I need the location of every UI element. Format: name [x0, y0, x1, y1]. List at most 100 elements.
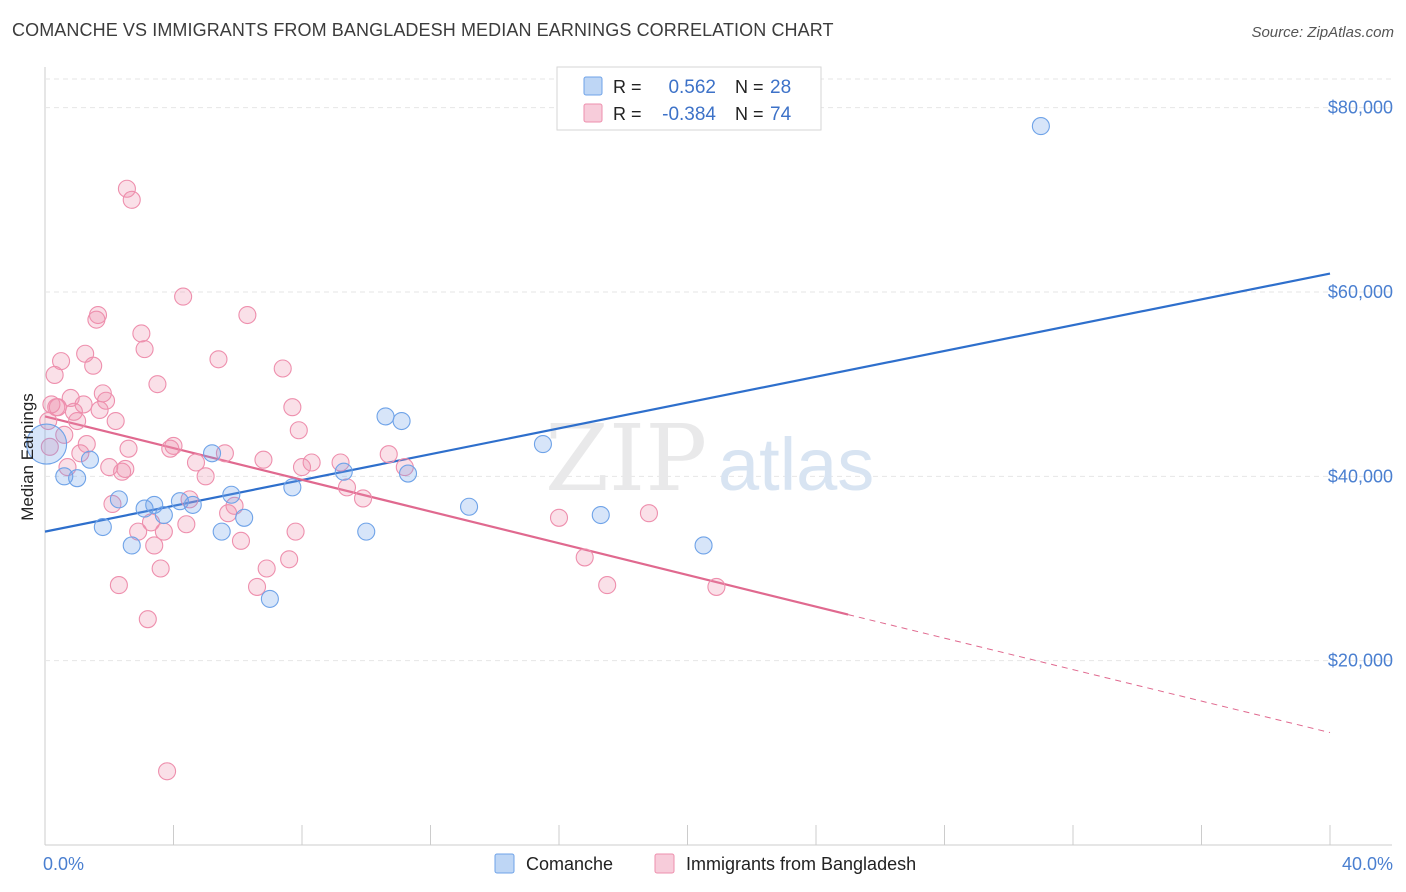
gridlines [45, 78, 1392, 662]
point-comanche [357, 522, 376, 541]
point-bangladesh [158, 762, 177, 781]
y-axis-tick-labels: $20,000 $40,000 $60,000 $80,000 [1328, 98, 1393, 671]
legend-n-label-bangladesh: N = [735, 104, 764, 124]
watermark-zip: ZIP [545, 405, 707, 512]
y-axis-title: Median Earnings [18, 393, 37, 521]
point-comanche [533, 435, 552, 454]
legend-bottom-label-bangladesh: Immigrants from Bangladesh [686, 854, 916, 874]
point-bangladesh [280, 550, 299, 569]
point-comanche [212, 522, 231, 541]
point-comanche [68, 469, 87, 488]
point-comanche [222, 485, 241, 504]
point-bangladesh [138, 610, 157, 629]
legend-bottom-label-comanche: Comanche [526, 854, 613, 874]
trendline-comanche [44, 272, 1331, 533]
point-bangladesh [292, 458, 312, 477]
point-bangladesh [154, 522, 173, 541]
point-bangladesh [113, 462, 132, 481]
series-bangladesh-points [39, 179, 726, 781]
point-comanche [122, 536, 141, 555]
legend-bottom: Comanche Immigrants from Bangladesh [494, 853, 916, 874]
point-bangladesh [215, 444, 234, 463]
point-bangladesh [196, 467, 215, 486]
point-comanche [591, 505, 610, 525]
point-bangladesh [109, 576, 128, 595]
point-bangladesh [337, 478, 357, 497]
point-comanche [398, 464, 418, 483]
trendline-bangladesh-extension [848, 614, 1331, 734]
point-bangladesh [103, 494, 122, 514]
point-bangladesh [132, 324, 151, 343]
point-comanche [283, 478, 302, 497]
point-bangladesh [231, 531, 251, 550]
point-bangladesh [254, 450, 273, 469]
legend-r-value-bangladesh: -0.384 [662, 104, 716, 125]
source-label: Source: ZipAtlas.com [1251, 24, 1394, 41]
point-bangladesh [122, 190, 141, 209]
series-comanche-points [26, 117, 1050, 608]
point-bangladesh [283, 398, 302, 417]
legend-r-value-comanche: 0.562 [668, 77, 716, 98]
point-comanche [1031, 117, 1050, 136]
point-bangladesh [68, 411, 87, 431]
chart-title: COMANCHE VS IMMIGRANTS FROM BANGLADESH M… [12, 20, 834, 40]
point-bangladesh [77, 435, 96, 454]
point-comanche [154, 505, 173, 525]
point-comanche [459, 497, 479, 516]
point-bangladesh [177, 515, 196, 534]
point-comanche [392, 411, 411, 431]
point-bangladesh [379, 445, 398, 464]
point-bangladesh [52, 352, 71, 371]
y-tick-label: $60,000 [1328, 282, 1393, 302]
point-bangladesh [117, 179, 136, 198]
legend-swatch-comanche [583, 76, 603, 96]
y-tick-label: $20,000 [1328, 651, 1393, 671]
point-bangladesh [209, 350, 228, 369]
point-bangladesh [47, 398, 66, 417]
point-comanche [93, 517, 112, 537]
point-bangladesh [598, 576, 617, 595]
point-bangladesh [286, 522, 305, 541]
point-bangladesh [151, 559, 170, 578]
point-bangladesh [40, 437, 59, 456]
point-comanche [109, 490, 128, 509]
point-comanche [26, 423, 68, 465]
legend-n-value-bangladesh: 74 [770, 104, 792, 125]
point-comanche [135, 499, 154, 518]
x-axis-ticks [173, 825, 1331, 845]
x-tick-label-min: 0.0% [43, 854, 84, 874]
legend-r-label-comanche: R = [613, 77, 642, 97]
y-tick-label: $80,000 [1328, 98, 1393, 118]
point-bangladesh [116, 459, 135, 479]
point-bangladesh [76, 344, 95, 363]
point-bangladesh [148, 375, 167, 394]
legend-top: R = 0.562 N = 28 R = -0.384 N = 74 [556, 66, 822, 131]
point-comanche [694, 536, 713, 555]
point-comanche [183, 495, 202, 514]
point-bangladesh [174, 287, 193, 306]
point-comanche [235, 508, 254, 527]
point-bangladesh [225, 496, 244, 515]
point-bangladesh [135, 340, 154, 359]
point-bangladesh [106, 411, 125, 431]
watermark-atlas: atlas [718, 423, 874, 506]
point-bangladesh [119, 439, 138, 458]
point-comanche [203, 444, 222, 463]
point-bangladesh [247, 577, 267, 596]
legend-n-label-comanche: N = [735, 77, 764, 97]
point-bangladesh [161, 439, 180, 458]
point-comanche [260, 589, 279, 608]
point-comanche [376, 407, 395, 426]
point-bangladesh [164, 436, 183, 455]
legend-bottom-swatch-bangladesh [654, 853, 675, 874]
point-bangladesh [71, 444, 90, 463]
point-bangladesh [302, 453, 321, 472]
legend-swatch-bangladesh [583, 103, 603, 123]
point-bangladesh [549, 508, 569, 527]
point-comanche [334, 462, 353, 481]
point-bangladesh [639, 504, 659, 523]
point-bangladesh [186, 453, 206, 472]
point-bangladesh [257, 559, 276, 578]
legend-bottom-swatch-comanche [494, 853, 515, 874]
